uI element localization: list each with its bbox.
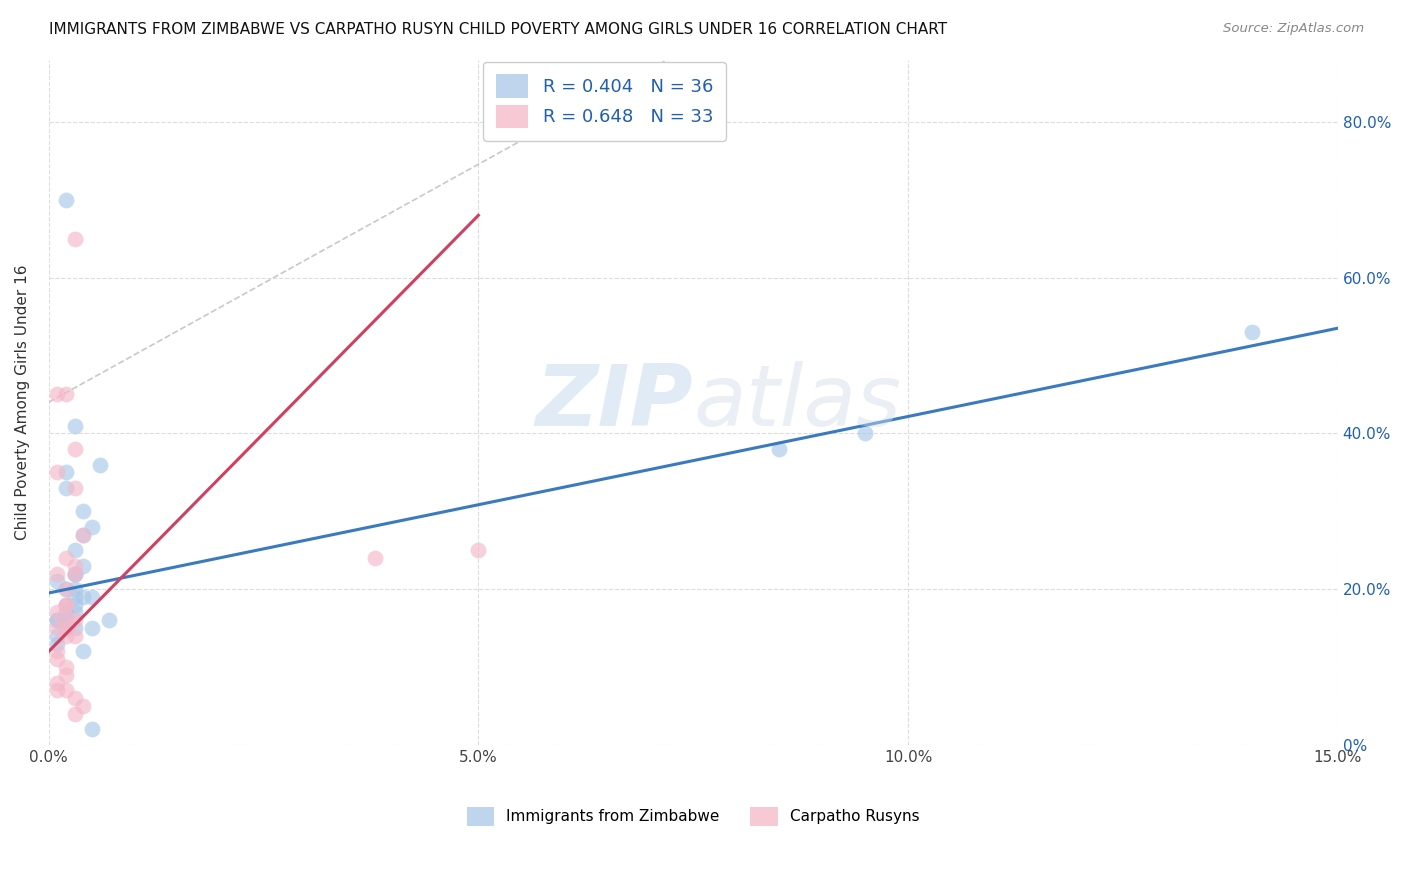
Point [46, 613, 69, 627]
Point [768, 442, 790, 456]
Point [55, 667, 77, 681]
Point [63, 606, 86, 620]
Point [46, 644, 69, 658]
Point [63, 691, 86, 706]
Point [63, 613, 86, 627]
Point [63, 590, 86, 604]
Point [46, 629, 69, 643]
Point [46, 606, 69, 620]
Point [46, 675, 69, 690]
Point [364, 551, 387, 566]
Point [63, 442, 86, 456]
Point [63, 598, 86, 612]
Point [80, 590, 103, 604]
Point [46, 574, 69, 589]
Point [55, 598, 77, 612]
Point [55, 613, 77, 627]
Point [89, 458, 111, 472]
Point [55, 481, 77, 495]
Point [80, 723, 103, 737]
Point [55, 683, 77, 698]
Point [72, 527, 94, 541]
Point [72, 504, 94, 518]
Point [46, 613, 69, 627]
Point [55, 582, 77, 596]
Y-axis label: Child Poverty Among Girls Under 16: Child Poverty Among Girls Under 16 [15, 264, 30, 540]
Point [55, 387, 77, 401]
Point [63, 629, 86, 643]
Point [55, 193, 77, 207]
Point [63, 566, 86, 581]
Point [63, 232, 86, 246]
Text: ZIP: ZIP [536, 360, 693, 443]
Point [97, 613, 120, 627]
Point [55, 598, 77, 612]
Point [63, 558, 86, 573]
Point [1240, 325, 1263, 339]
Point [63, 566, 86, 581]
Point [46, 566, 69, 581]
Text: atlas: atlas [693, 360, 901, 443]
Point [55, 660, 77, 674]
Point [80, 621, 103, 635]
Point [63, 418, 86, 433]
Point [72, 698, 94, 713]
Point [853, 426, 876, 441]
Text: Source: ZipAtlas.com: Source: ZipAtlas.com [1223, 22, 1364, 36]
Legend: Immigrants from Zimbabwe, Carpatho Rusyns: Immigrants from Zimbabwe, Carpatho Rusyn… [461, 800, 925, 832]
Point [80, 520, 103, 534]
Point [46, 465, 69, 479]
Point [72, 558, 94, 573]
Point [46, 652, 69, 666]
Point [55, 465, 77, 479]
Point [63, 543, 86, 558]
Point [55, 621, 77, 635]
Point [46, 387, 69, 401]
Point [46, 621, 69, 635]
Point [467, 543, 489, 558]
Point [55, 621, 77, 635]
Point [55, 551, 77, 566]
Point [63, 566, 86, 581]
Point [55, 598, 77, 612]
Text: IMMIGRANTS FROM ZIMBABWE VS CARPATHO RUSYN CHILD POVERTY AMONG GIRLS UNDER 16 CO: IMMIGRANTS FROM ZIMBABWE VS CARPATHO RUS… [49, 22, 948, 37]
Point [72, 644, 94, 658]
Point [63, 621, 86, 635]
Point [55, 606, 77, 620]
Point [55, 582, 77, 596]
Point [46, 683, 69, 698]
Point [63, 706, 86, 721]
Point [72, 527, 94, 541]
Point [63, 481, 86, 495]
Point [55, 629, 77, 643]
Point [46, 637, 69, 651]
Point [72, 590, 94, 604]
Point [55, 613, 77, 627]
Point [63, 582, 86, 596]
